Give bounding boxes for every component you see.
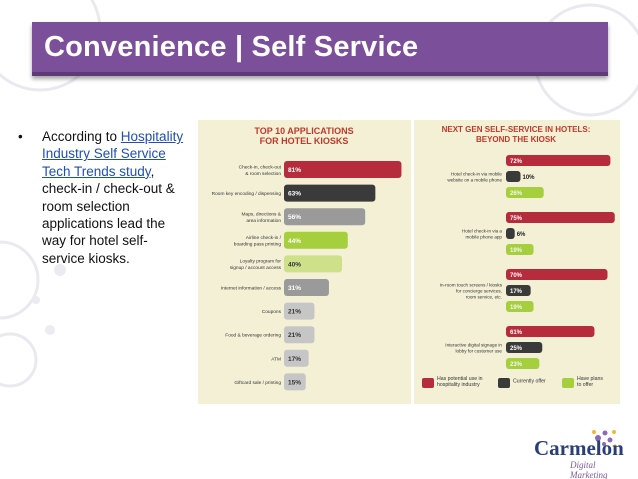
category-label: signup / account access xyxy=(230,265,282,271)
bar-value-label: 40% xyxy=(288,261,301,268)
legend-swatch xyxy=(422,378,434,388)
category-label: Interactive digital signage in xyxy=(445,342,502,347)
chart-bar xyxy=(284,231,348,249)
category-label: mobile phone app xyxy=(465,235,502,240)
category-label: Airline check-in / xyxy=(246,235,282,241)
legend-label: hospitality industry xyxy=(437,382,480,388)
category-label: area information xyxy=(246,218,281,224)
chart-bar xyxy=(284,349,309,367)
bullet-text-rest: , check-in / check-out & room selection … xyxy=(42,163,175,266)
chart-bar xyxy=(506,212,615,223)
category-label: Internet information / access xyxy=(221,286,282,292)
bullet-text-intro: According to xyxy=(42,129,121,144)
nextgen-self-service-chart: NEXT GEN SELF-SERVICE IN HOTELS:BEYOND T… xyxy=(422,125,615,388)
bar-value-label: 75% xyxy=(510,216,523,222)
chart-bar xyxy=(284,255,342,273)
bullet-marker: • xyxy=(18,129,23,144)
bar-value-label: 81% xyxy=(288,167,301,174)
category-label: room service, etc. xyxy=(466,295,502,300)
bar-value-label: 19% xyxy=(510,305,523,311)
category-label: for concierge services, xyxy=(456,289,502,294)
category-label: Loyalty program for xyxy=(240,259,282,265)
chart-bar xyxy=(506,228,515,239)
bar-value-label: 10% xyxy=(523,175,536,181)
chart-bar xyxy=(506,285,531,296)
bar-value-label: 26% xyxy=(510,191,523,197)
category-label: lobby for customer use xyxy=(456,349,503,354)
bar-value-label: 63% xyxy=(288,191,301,198)
chart-bar xyxy=(506,301,534,312)
chart-bar xyxy=(506,171,521,182)
chart-bar xyxy=(506,342,543,353)
study-link[interactable]: Hospitality Industry Self Service Tech T… xyxy=(42,129,184,179)
chart-bar xyxy=(506,326,595,337)
chart-title-line: TOP 10 APPLICATIONS xyxy=(254,126,353,136)
legend-label: to offer xyxy=(577,382,593,388)
bar-value-label: 21% xyxy=(288,332,301,339)
bar-value-label: 6% xyxy=(517,232,526,238)
chart-bar xyxy=(284,279,329,296)
bar-value-label: 31% xyxy=(288,285,301,292)
logo-tagline: Digital Marketing xyxy=(570,460,608,479)
chart-bar xyxy=(284,373,306,391)
slide-title: Convenience | Self Service xyxy=(44,30,419,63)
legend-label: Currently offer xyxy=(513,379,546,385)
category-label: boarding pass printing xyxy=(234,242,282,248)
chart-title-line: BEYOND THE KIOSK xyxy=(476,135,556,144)
logo-sparkle-icon xyxy=(592,430,617,448)
bar-value-label: 44% xyxy=(288,238,301,245)
legend-label: Have plans xyxy=(577,376,603,382)
chart-bar xyxy=(506,244,534,255)
category-label: Giftcard sale / printing xyxy=(234,380,281,386)
bar-value-label: 72% xyxy=(510,159,523,165)
bar-value-label: 21% xyxy=(288,309,301,316)
chart-bar xyxy=(506,187,544,198)
bar-value-label: 61% xyxy=(510,330,523,336)
category-label: In-room touch screens / kiosks xyxy=(440,282,503,287)
bar-value-label: 70% xyxy=(510,273,523,279)
chart-bar xyxy=(284,161,402,178)
chart-bar xyxy=(284,326,315,344)
category-label: Hotel check-in via a xyxy=(462,228,503,233)
category-label: Maps, directions & xyxy=(242,211,282,217)
bar-value-label: 23% xyxy=(510,362,523,368)
chart-bar xyxy=(506,269,608,280)
chart-bar xyxy=(284,184,376,202)
title-bar: Convenience | Self Service xyxy=(32,22,608,76)
carmelon-logo: Carmelon Digital Marketing xyxy=(520,428,630,479)
category-label: Food & beverage ordering xyxy=(225,333,281,339)
bar-value-label: 19% xyxy=(510,248,523,254)
nextgen-chart-panel: NEXT GEN SELF-SERVICE IN HOTELS: BEYOND T… xyxy=(414,120,620,404)
category-label: Coupons xyxy=(262,309,282,315)
bar-value-label: 25% xyxy=(510,346,523,352)
category-label: & room selection xyxy=(245,171,281,177)
legend-swatch xyxy=(562,378,574,388)
bar-value-label: 17% xyxy=(510,289,523,295)
top10-chart-panel: TOP 10 APPLICATIONS FOR HOTEL KIOSKS 81% Ch… xyxy=(198,120,411,404)
chart-bar xyxy=(506,155,611,166)
legend-swatch xyxy=(498,378,510,388)
category-label: ATM xyxy=(271,356,281,362)
legend-label: Has potential use in xyxy=(437,376,483,382)
chart-title-line: FOR HOTEL KIOSKS xyxy=(260,136,349,146)
chart-bar xyxy=(506,358,540,369)
category-label: website on a mobile phone xyxy=(447,178,502,183)
chart-bar xyxy=(284,302,315,320)
bar-value-label: 15% xyxy=(288,379,301,386)
bullet-text: According to Hospitality Industry Self S… xyxy=(42,128,188,267)
chart-bar xyxy=(284,208,366,226)
logo-brand: Carmelon xyxy=(534,436,624,460)
bar-value-label: 56% xyxy=(288,214,301,221)
chart-title-line: NEXT GEN SELF-SERVICE IN HOTELS: xyxy=(442,125,591,134)
bar-value-label: 17% xyxy=(288,356,301,363)
category-label: Check-in, check-out xyxy=(239,164,282,170)
category-label: Room key encoding / dispensing xyxy=(212,191,282,197)
category-label: Hotel check-in via mobile xyxy=(451,171,503,176)
